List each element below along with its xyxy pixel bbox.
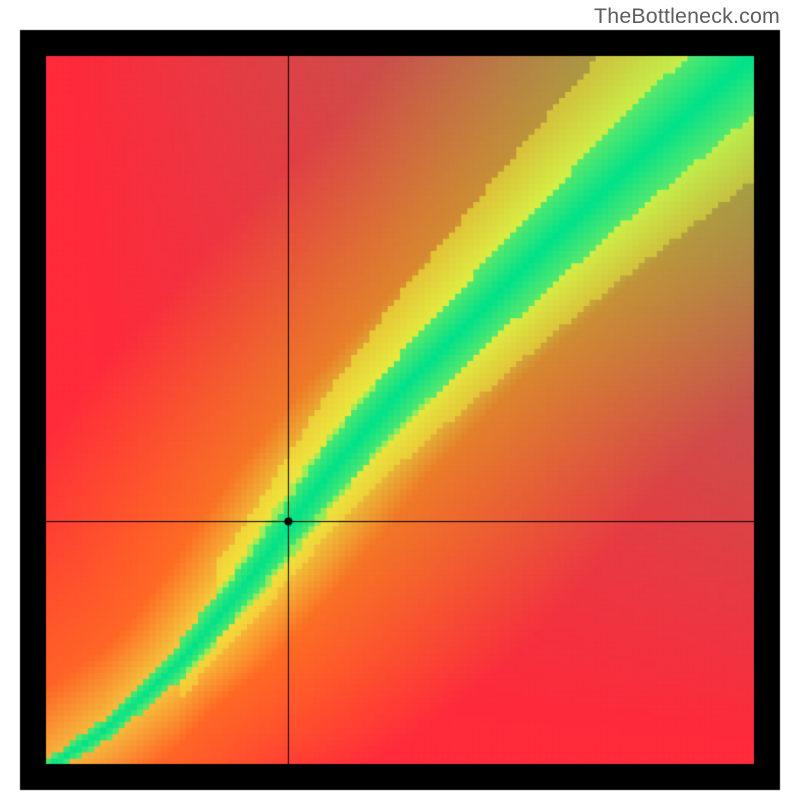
bottleneck-heatmap (0, 0, 800, 800)
watermark-text: TheBottleneck.com (594, 4, 780, 29)
figure-root: TheBottleneck.com (0, 0, 800, 800)
